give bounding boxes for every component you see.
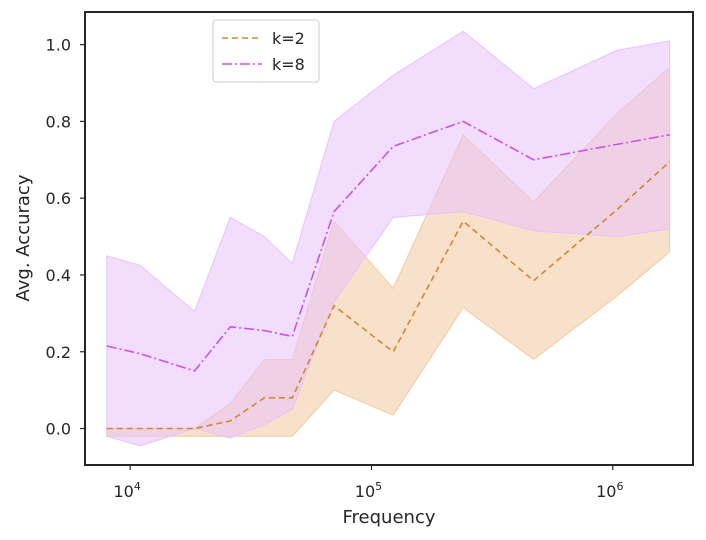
line-k8 xyxy=(106,120,670,372)
series-lines xyxy=(106,120,671,430)
legend-label-k8: k=8 xyxy=(272,55,305,74)
y-tick-label: 0.6 xyxy=(46,189,71,208)
x-axis-label: Frequency xyxy=(343,507,436,528)
y-tick-label: 1.0 xyxy=(46,36,71,55)
y-tick-label: 0.8 xyxy=(46,112,71,131)
band-k8 xyxy=(106,30,671,447)
y-tick-label: 0.0 xyxy=(46,420,71,439)
legend: k=2 k=8 xyxy=(212,19,320,83)
legend-label-k2: k=2 xyxy=(272,29,305,48)
line-k2 xyxy=(106,161,671,430)
confidence-bands xyxy=(106,30,671,447)
y-tick-label: 0.2 xyxy=(46,343,71,362)
legend-box xyxy=(212,19,320,83)
plot-frame xyxy=(84,11,694,466)
y-tick-label: 0.4 xyxy=(46,266,71,285)
y-axis-label: Avg. Accuracy xyxy=(13,174,34,301)
y-axis-ticks: 0.0 0.2 0.4 0.6 0.8 1.0 xyxy=(46,36,85,439)
